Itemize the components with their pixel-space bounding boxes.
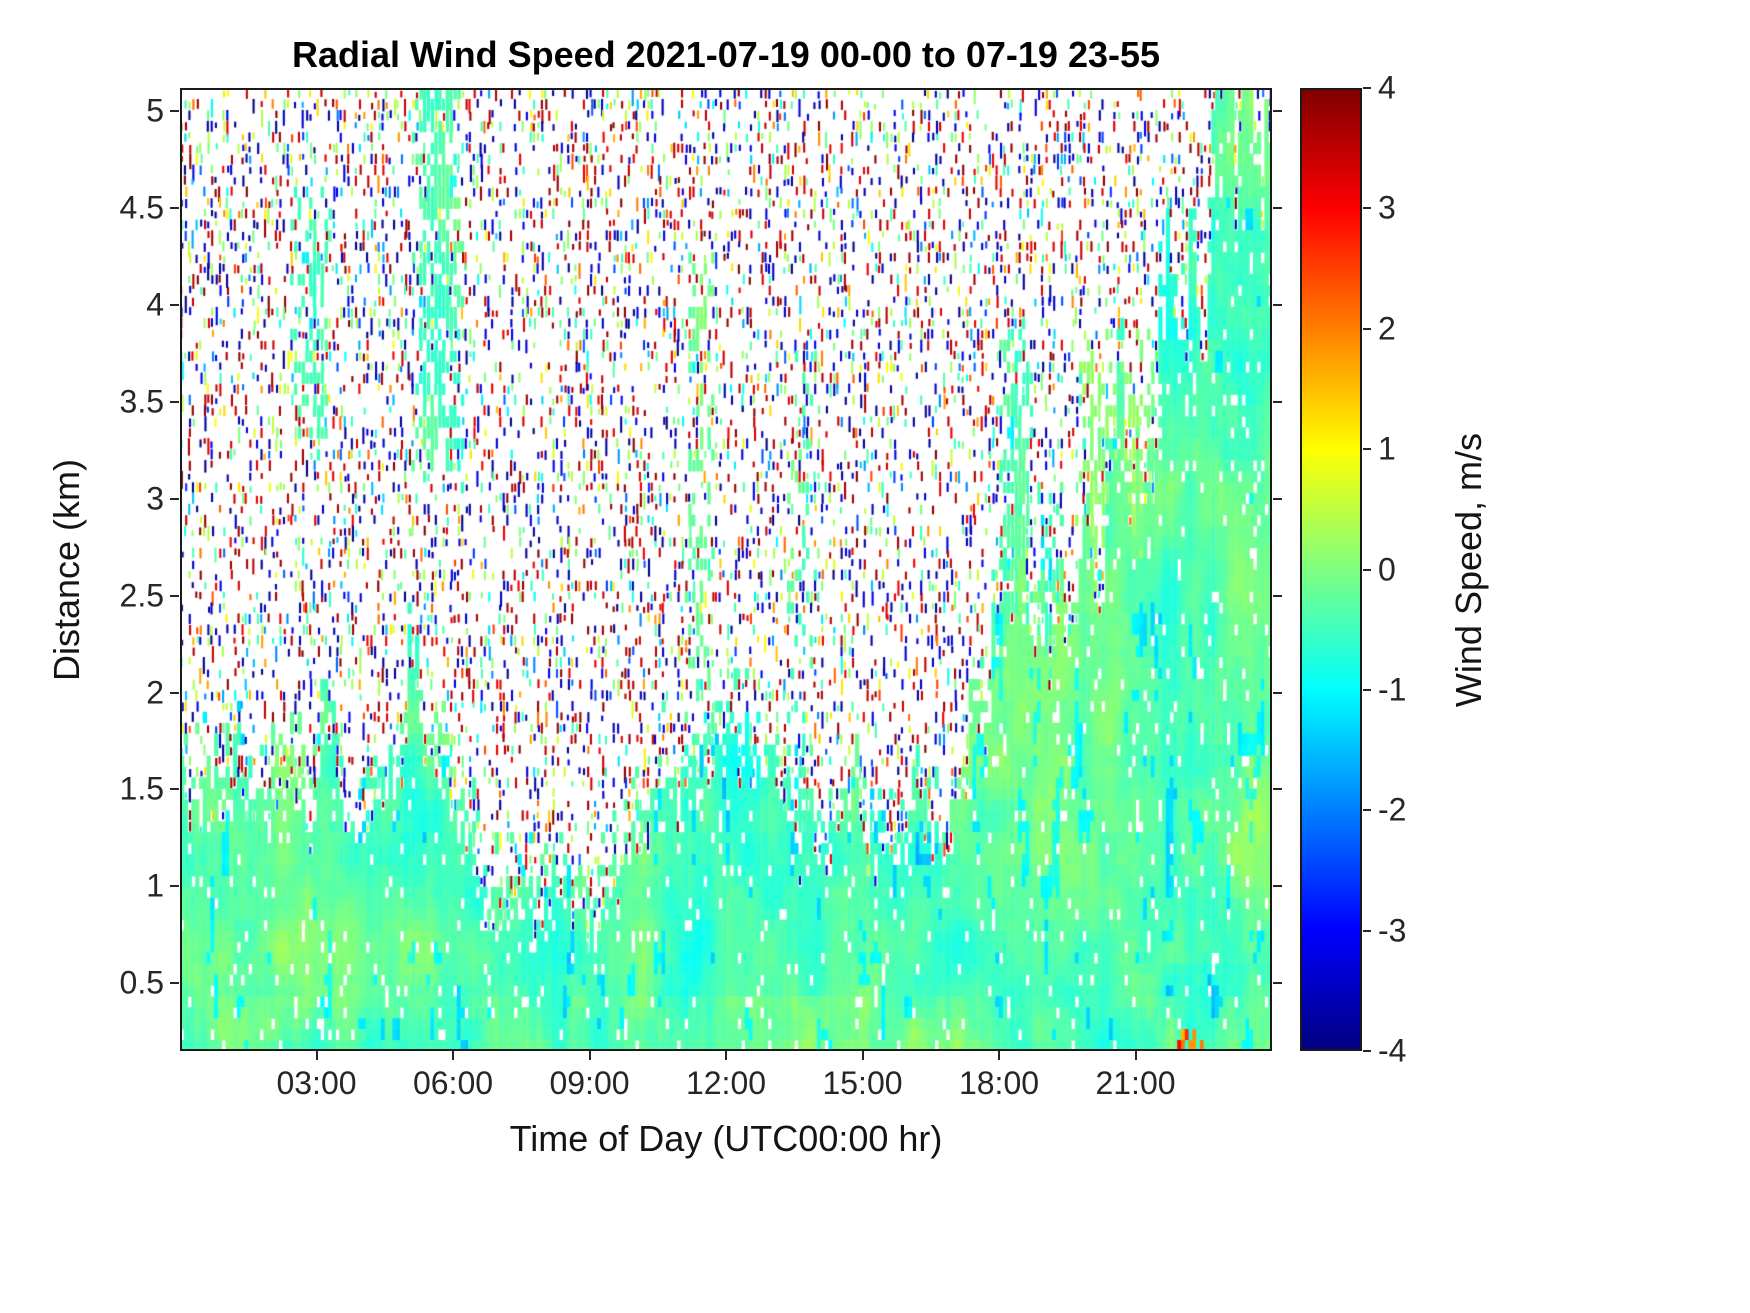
y-tick-mark-right: [1273, 497, 1282, 500]
y-tick-label: 3: [146, 480, 164, 517]
x-tick-label: 18:00: [958, 1065, 1040, 1101]
y-tick-label: 2.5: [119, 577, 164, 614]
y-tick-mark-right: [1273, 304, 1282, 306]
x-tick-label: 21:00: [1095, 1065, 1176, 1101]
x-tick-mark: [1134, 1051, 1137, 1060]
x-tick-label: 09:00: [549, 1065, 630, 1101]
y-tick-mark-right: [1273, 982, 1282, 985]
colorbar-tick-label: -2: [1378, 791, 1407, 828]
y-tick-mark: [170, 207, 179, 210]
y-tick-mark: [170, 497, 179, 500]
x-axis-label: Time of Day (UTC00:00 hr): [509, 1118, 943, 1159]
heatmap-canvas: [180, 88, 1272, 1051]
x-tick-mark: [998, 1051, 1000, 1060]
colorbar-tick-label: 1: [1378, 430, 1396, 467]
y-tick-mark: [170, 304, 179, 306]
x-tick-mark: [725, 1051, 727, 1060]
y-tick-label: 1: [146, 867, 164, 904]
x-tick-label: 12:00: [685, 1065, 767, 1101]
y-tick-label: 3.5: [119, 383, 164, 420]
x-tick-mark: [588, 1051, 591, 1060]
y-tick-mark: [170, 788, 179, 791]
colorbar-tick-label: 3: [1378, 189, 1396, 226]
x-tick-label: 15:00: [822, 1065, 903, 1101]
y-tick-mark: [170, 400, 179, 403]
colorbar-tick-label: -3: [1378, 912, 1407, 949]
y-tick-mark-right: [1273, 691, 1282, 694]
y-tick-label: 0.5: [119, 964, 164, 1001]
colorbar-tick-mark: [1363, 688, 1371, 691]
y-tick-mark: [170, 982, 179, 985]
colorbar-tick-label: -1: [1378, 671, 1407, 708]
x-tick-mark: [452, 1051, 454, 1060]
y-tick-label: 4: [146, 286, 164, 323]
chart-title: Radial Wind Speed 2021-07-19 00-00 to 07…: [291, 34, 1161, 75]
colorbar-tick-mark: [1363, 207, 1371, 210]
y-tick-label: 2: [146, 674, 164, 711]
x-tick-mark: [315, 1051, 318, 1060]
y-tick-mark: [170, 594, 179, 597]
y-tick-mark-right: [1273, 788, 1282, 791]
y-tick-mark-right: [1273, 400, 1282, 403]
y-tick-label: 5: [146, 92, 164, 129]
colorbar-tick-mark: [1363, 87, 1371, 89]
x-tick-label: 06:00: [412, 1065, 494, 1101]
colorbar-tick-mark: [1363, 327, 1371, 330]
colorbar-label: Wind Speed, m/s: [1448, 432, 1489, 708]
colorbar-tick-mark: [1363, 568, 1371, 571]
y-tick-mark: [170, 885, 179, 888]
colorbar-tick-label: -4: [1378, 1032, 1407, 1069]
colorbar-tick-label: 4: [1378, 69, 1396, 106]
colorbar-tick-label: 0: [1378, 551, 1396, 587]
colorbar-tick-mark: [1363, 929, 1371, 932]
y-tick-label: 1.5: [119, 770, 164, 807]
colorbar-tick-label: 2: [1378, 310, 1396, 347]
y-tick-mark: [170, 691, 179, 694]
x-tick-mark: [861, 1051, 864, 1060]
y-tick-mark-right: [1273, 207, 1282, 210]
y-tick-label: 4.5: [119, 189, 164, 226]
x-tick-label: 03:00: [276, 1065, 357, 1101]
colorbar-tick-mark: [1363, 448, 1371, 451]
colorbar-tick-mark: [1363, 1050, 1371, 1052]
y-tick-mark-right: [1273, 594, 1282, 597]
colorbar-canvas: [1300, 88, 1362, 1051]
y-tick-mark: [170, 110, 179, 113]
y-tick-mark-right: [1273, 110, 1282, 113]
y-tick-mark-right: [1273, 885, 1282, 888]
colorbar-tick-mark: [1363, 809, 1371, 812]
